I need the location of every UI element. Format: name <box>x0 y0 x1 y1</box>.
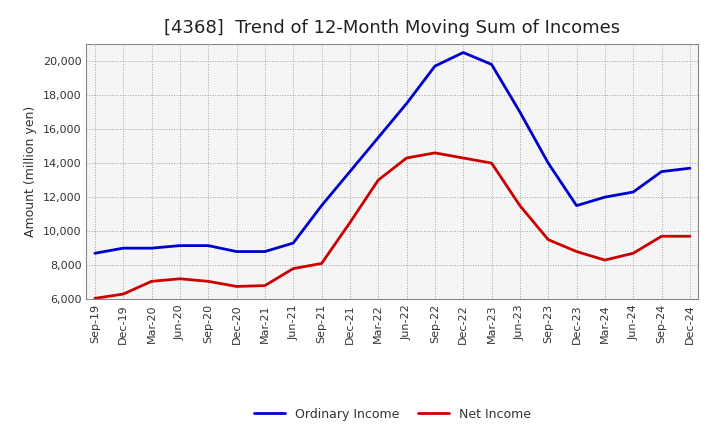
Net Income <box>600 257 609 263</box>
Line: Ordinary Income: Ordinary Income <box>95 52 690 253</box>
Net Income <box>148 279 156 284</box>
Ordinary Income <box>374 135 382 140</box>
Net Income <box>516 203 524 208</box>
Ordinary Income <box>431 63 439 69</box>
Ordinary Income <box>572 203 581 208</box>
Ordinary Income <box>119 246 127 251</box>
Net Income <box>544 237 552 242</box>
Net Income <box>91 296 99 301</box>
Ordinary Income <box>176 243 184 248</box>
Line: Net Income: Net Income <box>95 153 690 298</box>
Net Income <box>487 161 496 166</box>
Ordinary Income <box>487 62 496 67</box>
Net Income <box>402 155 411 161</box>
Ordinary Income <box>204 243 212 248</box>
Ordinary Income <box>402 101 411 106</box>
Ordinary Income <box>346 169 354 174</box>
Net Income <box>261 283 269 288</box>
Ordinary Income <box>600 194 609 200</box>
Net Income <box>204 279 212 284</box>
Net Income <box>657 234 666 239</box>
Ordinary Income <box>148 246 156 251</box>
Net Income <box>176 276 184 282</box>
Net Income <box>346 220 354 225</box>
Net Income <box>572 249 581 254</box>
Net Income <box>119 291 127 297</box>
Net Income <box>374 177 382 183</box>
Title: [4368]  Trend of 12-Month Moving Sum of Incomes: [4368] Trend of 12-Month Moving Sum of I… <box>164 19 621 37</box>
Net Income <box>629 251 637 256</box>
Net Income <box>318 261 326 266</box>
Ordinary Income <box>657 169 666 174</box>
Ordinary Income <box>91 251 99 256</box>
Net Income <box>685 234 694 239</box>
Ordinary Income <box>685 165 694 171</box>
Net Income <box>431 150 439 155</box>
Ordinary Income <box>289 240 297 246</box>
Net Income <box>289 266 297 271</box>
Y-axis label: Amount (million yen): Amount (million yen) <box>24 106 37 237</box>
Ordinary Income <box>544 161 552 166</box>
Net Income <box>459 155 467 161</box>
Ordinary Income <box>459 50 467 55</box>
Legend: Ordinary Income, Net Income: Ordinary Income, Net Income <box>248 403 536 425</box>
Ordinary Income <box>261 249 269 254</box>
Ordinary Income <box>516 110 524 115</box>
Ordinary Income <box>629 189 637 194</box>
Net Income <box>233 284 241 289</box>
Ordinary Income <box>318 203 326 208</box>
Ordinary Income <box>233 249 241 254</box>
